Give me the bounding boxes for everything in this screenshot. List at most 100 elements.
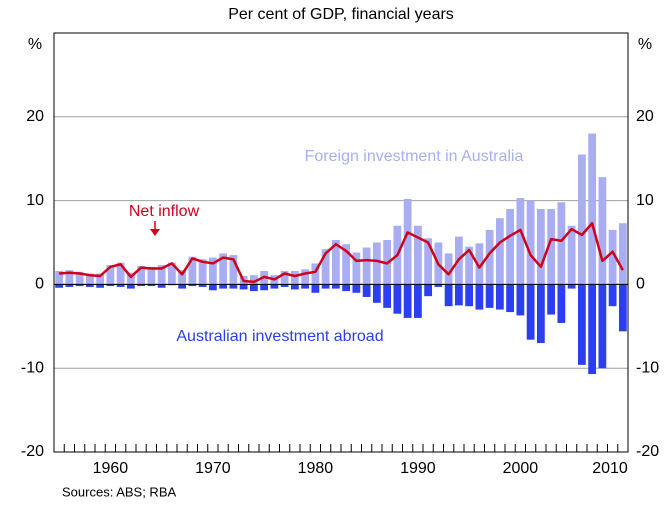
bar xyxy=(362,247,371,285)
bar xyxy=(188,256,197,285)
bar xyxy=(516,284,525,316)
bar xyxy=(178,284,187,289)
bar xyxy=(465,246,474,285)
bar xyxy=(485,284,494,308)
x-tick-label: 2000 xyxy=(503,460,539,477)
bar xyxy=(167,262,176,285)
bar xyxy=(506,208,515,285)
bar xyxy=(444,284,453,307)
plot-frame xyxy=(53,32,629,453)
y2-tick-label: -10 xyxy=(636,359,659,376)
bar xyxy=(331,284,340,289)
bar xyxy=(577,154,586,285)
bar xyxy=(229,284,238,289)
bar xyxy=(567,284,576,289)
bar xyxy=(301,269,310,285)
x-tick-label: 1980 xyxy=(298,460,334,477)
bar xyxy=(588,284,597,375)
bar xyxy=(208,284,217,291)
bar xyxy=(485,229,494,285)
bar xyxy=(618,284,627,332)
bar xyxy=(65,284,74,287)
bar xyxy=(557,284,566,323)
bar xyxy=(618,223,627,285)
bar xyxy=(137,265,146,285)
series-label: Net inflow xyxy=(129,203,200,220)
bar xyxy=(495,284,504,310)
bar xyxy=(393,284,402,314)
bar xyxy=(495,218,504,285)
bar xyxy=(424,238,433,285)
x-tick-label: 2010 xyxy=(592,460,628,477)
bar xyxy=(157,284,166,288)
bar xyxy=(321,249,330,285)
bar xyxy=(608,229,617,285)
bar xyxy=(280,270,289,285)
chart-subtitle: Per cent of GDP, financial years xyxy=(228,6,454,23)
bar xyxy=(465,284,474,307)
bar xyxy=(383,284,392,308)
y-tick-label: -20 xyxy=(21,443,44,460)
bar xyxy=(85,273,94,285)
bar xyxy=(362,284,371,297)
bar xyxy=(147,284,156,287)
bar xyxy=(280,284,289,287)
bar xyxy=(598,284,607,369)
series-label: Australian investment abroad xyxy=(176,328,383,345)
bar xyxy=(608,284,617,307)
bar xyxy=(454,284,463,306)
bar xyxy=(239,284,248,290)
bar xyxy=(372,284,381,303)
series-label: Foreign investment in Australia xyxy=(305,148,524,165)
bar xyxy=(536,284,545,344)
bar xyxy=(116,262,125,285)
y-unit-left: % xyxy=(28,36,42,53)
bar xyxy=(178,270,187,285)
bar xyxy=(475,243,484,285)
bar xyxy=(126,272,135,285)
bar xyxy=(526,200,535,285)
bar xyxy=(311,284,320,293)
bar xyxy=(506,284,515,313)
bar xyxy=(444,253,453,285)
bar xyxy=(75,271,84,285)
bar xyxy=(157,265,166,285)
bar xyxy=(434,284,443,287)
bar xyxy=(547,284,556,315)
x-tick-label: 1960 xyxy=(93,460,129,477)
bar xyxy=(403,198,412,285)
bar xyxy=(372,242,381,285)
bar xyxy=(352,284,361,293)
bar xyxy=(321,284,330,289)
bar xyxy=(96,273,105,285)
bar xyxy=(547,208,556,285)
y-tick-label: 10 xyxy=(26,192,44,209)
bar xyxy=(598,177,607,285)
y-tick-label: 0 xyxy=(35,276,44,293)
bar xyxy=(270,284,279,289)
bar xyxy=(290,284,299,290)
bar xyxy=(249,284,258,292)
bar xyxy=(413,225,422,285)
y-tick-label: 20 xyxy=(26,108,44,125)
bar xyxy=(577,284,586,365)
y2-tick-label: -20 xyxy=(636,443,659,460)
bar xyxy=(301,284,310,289)
bar xyxy=(137,284,146,287)
bar xyxy=(342,284,351,292)
bar xyxy=(567,225,576,285)
x-tick-label: 1970 xyxy=(195,460,231,477)
bar xyxy=(219,253,228,285)
bar xyxy=(342,244,351,285)
bar xyxy=(403,284,412,318)
y-tick-label: -10 xyxy=(21,359,44,376)
bar xyxy=(229,255,238,285)
x-tick-label: 1990 xyxy=(400,460,436,477)
y2-tick-label: 20 xyxy=(636,108,654,125)
bar xyxy=(208,257,217,285)
bar xyxy=(516,198,525,285)
bar xyxy=(475,284,484,310)
bar xyxy=(75,284,84,287)
bar xyxy=(65,270,74,285)
